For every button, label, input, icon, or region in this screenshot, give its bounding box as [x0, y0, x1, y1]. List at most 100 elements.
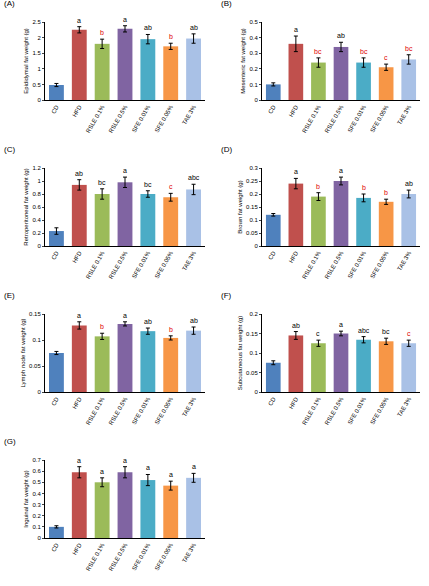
- svg-text:TAE 3%: TAE 3%: [396, 104, 412, 126]
- svg-text:ab: ab: [190, 24, 198, 31]
- svg-text:HFD: HFD: [71, 542, 83, 556]
- svg-text:TAE 3%: TAE 3%: [396, 396, 412, 418]
- svg-text:SFE 0.01%: SFE 0.01%: [347, 104, 368, 134]
- svg-text:0: 0: [37, 243, 41, 249]
- svg-text:SFE 0.05%: SFE 0.05%: [369, 104, 390, 134]
- svg-text:CD: CD: [267, 396, 277, 407]
- svg-text:RSLE 0.1%: RSLE 0.1%: [85, 250, 106, 280]
- svg-text:0.4: 0.4: [32, 491, 41, 497]
- svg-text:0: 0: [37, 535, 41, 541]
- svg-text:CD: CD: [50, 396, 60, 407]
- svg-text:RSLE 0.1%: RSLE 0.1%: [301, 396, 322, 426]
- svg-text:CD: CD: [50, 104, 60, 115]
- svg-text:a: a: [123, 312, 127, 319]
- svg-text:ab: ab: [337, 32, 345, 39]
- svg-text:0.1: 0.1: [32, 337, 41, 343]
- svg-text:c: c: [169, 183, 173, 190]
- svg-text:HFD: HFD: [288, 396, 300, 410]
- svg-text:ab: ab: [190, 317, 198, 324]
- svg-text:a: a: [339, 167, 343, 174]
- svg-text:ab: ab: [144, 318, 152, 325]
- svg-text:0.05: 0.05: [246, 370, 258, 376]
- svg-text:ab: ab: [405, 180, 413, 187]
- svg-text:1.2: 1.2: [32, 165, 41, 171]
- svg-text:0.1: 0.1: [249, 350, 258, 356]
- svg-text:RSLE 0.1%: RSLE 0.1%: [85, 104, 106, 134]
- svg-text:a: a: [192, 463, 196, 470]
- svg-text:Subcutaneous fat weight (g): Subcutaneous fat weight (g): [237, 316, 243, 391]
- svg-text:0: 0: [37, 97, 41, 103]
- svg-text:RSLE 0.1%: RSLE 0.1%: [85, 542, 106, 572]
- svg-text:Inguinal fat weight (g): Inguinal fat weight (g): [23, 470, 29, 527]
- svg-text:bc: bc: [382, 328, 390, 335]
- svg-text:0.2: 0.2: [249, 311, 258, 317]
- svg-text:0.15: 0.15: [29, 311, 41, 317]
- svg-text:0.15: 0.15: [246, 331, 258, 337]
- svg-text:CD: CD: [267, 250, 277, 261]
- svg-text:0.4: 0.4: [32, 217, 41, 223]
- svg-text:bc: bc: [314, 48, 322, 55]
- svg-text:TAE 3%: TAE 3%: [181, 104, 197, 126]
- svg-text:a: a: [123, 16, 127, 23]
- svg-text:Epididymal fat weight (g): Epididymal fat weight (g): [23, 28, 29, 94]
- svg-text:RSLE 0.5%: RSLE 0.5%: [324, 104, 345, 134]
- svg-text:bc: bc: [405, 45, 413, 52]
- svg-text:SFE 0.05%: SFE 0.05%: [154, 396, 175, 426]
- svg-text:0: 0: [254, 243, 258, 249]
- svg-text:SFE 0.01%: SFE 0.01%: [131, 104, 152, 134]
- svg-text:b: b: [384, 189, 388, 196]
- svg-text:a: a: [294, 26, 298, 33]
- svg-text:0.8: 0.8: [32, 191, 41, 197]
- svg-text:0.2: 0.2: [32, 513, 41, 519]
- svg-text:CD: CD: [267, 104, 277, 115]
- svg-text:0.6: 0.6: [32, 468, 41, 474]
- svg-text:RSLE 0.5%: RSLE 0.5%: [108, 542, 129, 572]
- svg-text:1: 1: [37, 66, 41, 72]
- svg-text:0.25: 0.25: [246, 178, 258, 184]
- svg-text:0.1: 0.1: [249, 217, 258, 223]
- svg-text:(E): (E): [4, 291, 15, 300]
- svg-text:RSLE 0.5%: RSLE 0.5%: [108, 396, 129, 426]
- svg-text:0: 0: [254, 97, 258, 103]
- svg-text:(C): (C): [4, 145, 15, 154]
- svg-text:a: a: [77, 312, 81, 319]
- svg-text:0: 0: [254, 389, 258, 395]
- svg-text:SFE 0.01%: SFE 0.01%: [131, 396, 152, 426]
- svg-text:0.5: 0.5: [249, 19, 258, 25]
- svg-text:a: a: [339, 321, 343, 328]
- svg-text:Lymph node fat weight (g): Lymph node fat weight (g): [20, 318, 26, 387]
- svg-text:b: b: [100, 29, 104, 36]
- svg-text:0.05: 0.05: [29, 363, 41, 369]
- svg-text:(G): (G): [4, 437, 16, 446]
- svg-text:SFE 0.05%: SFE 0.05%: [154, 104, 175, 134]
- svg-text:2.5: 2.5: [32, 19, 41, 25]
- svg-text:(D): (D): [221, 145, 232, 154]
- svg-text:b: b: [316, 183, 320, 190]
- svg-text:SFE 0.01%: SFE 0.01%: [131, 250, 152, 280]
- svg-text:Mesenteric fat weight (g): Mesenteric fat weight (g): [240, 28, 246, 94]
- svg-text:ab: ab: [292, 322, 300, 329]
- svg-text:ab: ab: [75, 170, 83, 177]
- svg-text:HFD: HFD: [71, 396, 83, 410]
- svg-text:0.1: 0.1: [32, 524, 41, 530]
- svg-text:c: c: [316, 330, 320, 337]
- svg-text:a: a: [294, 168, 298, 175]
- svg-text:CD: CD: [50, 250, 60, 261]
- svg-text:c: c: [384, 54, 388, 61]
- svg-text:SFE 0.05%: SFE 0.05%: [369, 250, 390, 280]
- svg-text:b: b: [169, 33, 173, 40]
- svg-text:bc: bc: [144, 181, 152, 188]
- svg-text:b: b: [169, 326, 173, 333]
- svg-text:0.7: 0.7: [32, 457, 41, 463]
- svg-text:CD: CD: [50, 542, 60, 553]
- svg-text:0.2: 0.2: [249, 66, 258, 72]
- svg-text:bc: bc: [98, 179, 106, 186]
- svg-text:SFE 0.01%: SFE 0.01%: [347, 250, 368, 280]
- svg-text:b: b: [362, 184, 366, 191]
- svg-text:SFE 0.01%: SFE 0.01%: [131, 542, 152, 572]
- svg-text:abc: abc: [358, 327, 370, 334]
- svg-text:b: b: [100, 323, 104, 330]
- svg-text:a: a: [123, 167, 127, 174]
- svg-text:0.3: 0.3: [32, 502, 41, 508]
- svg-text:ab: ab: [144, 24, 152, 31]
